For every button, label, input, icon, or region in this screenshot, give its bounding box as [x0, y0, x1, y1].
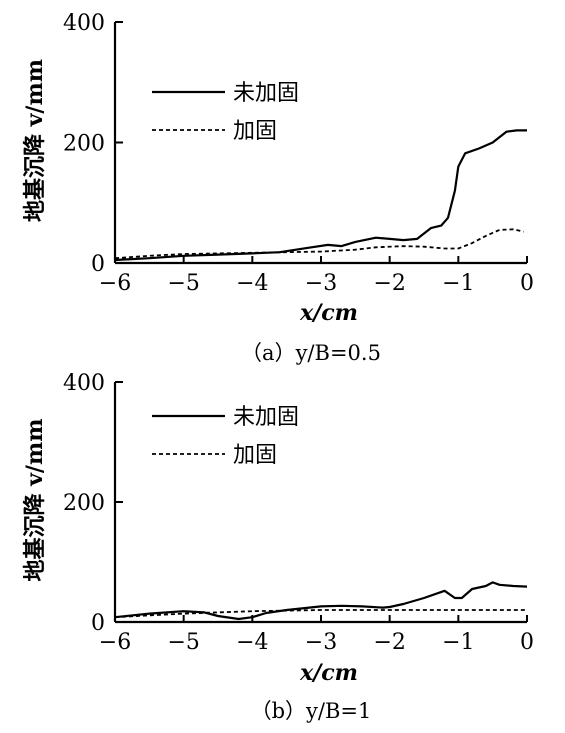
x-tick-label: −4 — [236, 271, 268, 296]
legend-label: 加固 — [233, 119, 277, 144]
series-line-unreinforced — [114, 581, 528, 621]
x-tick-label: −1 — [442, 630, 474, 655]
x-tick-label: 0 — [520, 271, 534, 296]
x-tick-label: −4 — [236, 630, 268, 655]
y-tick-label: 200 — [63, 132, 105, 157]
x-tick-label: −3 — [305, 630, 337, 655]
panel-caption: （b）y/B=1 — [251, 699, 372, 723]
series-line-reinforced — [114, 228, 524, 260]
y-tick-label: 0 — [91, 252, 105, 277]
x-tick-label: −6 — [99, 630, 131, 655]
x-axis-title: x/cm — [299, 300, 358, 326]
x-tick-label: −1 — [442, 271, 474, 296]
legend-label: 未加固 — [233, 405, 299, 430]
legend-label: 加固 — [233, 443, 277, 468]
y-tick-label: 400 — [63, 371, 105, 396]
x-tick-label: −5 — [167, 271, 199, 296]
y-tick-label: 200 — [63, 491, 105, 516]
x-tick-label: −3 — [305, 271, 337, 296]
x-tick-label: 0 — [520, 630, 534, 655]
x-tick-label: −2 — [373, 271, 405, 296]
y-axis-title: 地基沉降 v/mm — [22, 418, 48, 581]
y-axis-title: 地基沉降 v/mm — [22, 59, 48, 222]
x-tick-label: −6 — [99, 271, 131, 296]
x-axis-title: x/cm — [299, 660, 358, 686]
y-tick-label: 400 — [63, 11, 105, 36]
series-line-unreinforced — [114, 129, 527, 262]
x-tick-label: −5 — [167, 630, 199, 655]
legend-label: 未加固 — [233, 81, 299, 106]
series-line-reinforced — [114, 609, 527, 619]
panel-caption: （a）y/B=0.5 — [241, 341, 381, 365]
y-tick-label: 0 — [91, 611, 105, 636]
x-tick-label: −2 — [373, 630, 405, 655]
